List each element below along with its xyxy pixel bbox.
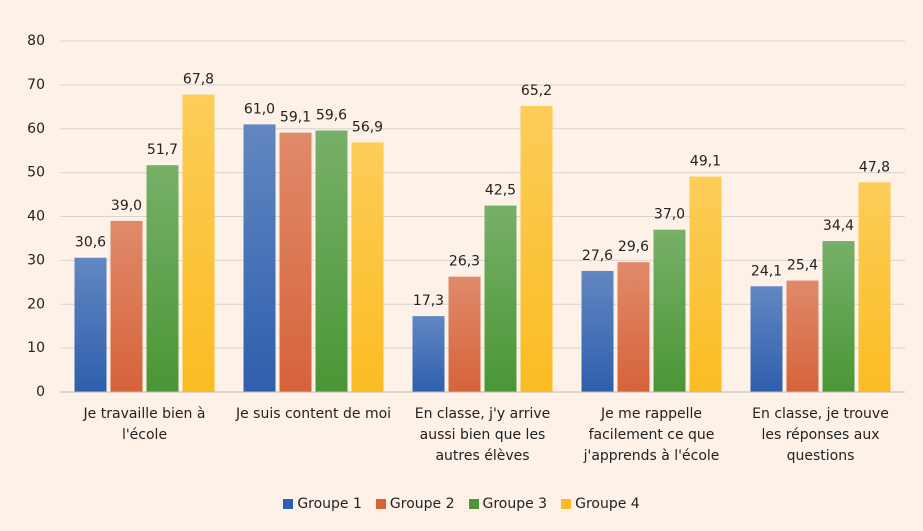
legend-item: Groupe 1 <box>283 496 362 512</box>
legend-label: Groupe 3 <box>482 496 548 512</box>
value-label: 61,0 <box>244 101 275 117</box>
bar <box>448 276 481 392</box>
bar <box>484 205 517 392</box>
value-label: 59,1 <box>280 110 311 126</box>
value-label: 59,6 <box>316 108 347 124</box>
bar <box>74 257 107 392</box>
value-label: 17,3 <box>413 293 444 309</box>
bar <box>822 241 855 392</box>
value-label: 65,2 <box>521 83 552 99</box>
y-tick-label: 10 <box>27 340 45 356</box>
legend: Groupe 1 Groupe 2 Groupe 3 Groupe 4 <box>0 496 923 512</box>
legend-label: Groupe 2 <box>389 496 455 512</box>
bar <box>182 94 215 392</box>
value-label: 42,5 <box>485 183 516 199</box>
value-label: 27,6 <box>582 248 613 264</box>
value-label: 67,8 <box>183 72 214 88</box>
value-label: 26,3 <box>449 254 480 270</box>
value-label: 24,1 <box>751 263 782 279</box>
bar <box>110 220 143 392</box>
value-label: 25,4 <box>787 258 818 274</box>
bar <box>858 182 891 392</box>
y-tick-label: 20 <box>27 296 45 312</box>
bar <box>279 132 312 393</box>
y-tick-label: 50 <box>27 165 45 181</box>
bar <box>351 142 384 392</box>
bar <box>146 165 179 392</box>
value-label: 47,8 <box>859 159 890 175</box>
bar <box>786 280 819 392</box>
bar <box>412 316 445 392</box>
legend-swatch <box>283 499 294 509</box>
value-label: 37,0 <box>654 207 685 223</box>
x-tick-label: En classe, je trouve les réponses aux qu… <box>752 406 889 464</box>
y-tick-label: 40 <box>27 209 45 225</box>
bar <box>315 130 348 392</box>
legend-swatch <box>468 499 479 509</box>
bar <box>653 229 686 392</box>
bar <box>617 262 650 392</box>
y-tick-label: 60 <box>27 121 45 137</box>
legend-item: Groupe 2 <box>375 496 455 512</box>
x-tick-label: Je me rappelle facilement ce que j'appre… <box>583 406 720 464</box>
x-tick-label: Je suis content de moi <box>235 406 392 422</box>
value-label: 51,7 <box>147 142 178 158</box>
legend-swatch <box>375 499 386 509</box>
x-tick-label: Je travaille bien à l'école <box>83 406 206 443</box>
bar <box>520 105 553 392</box>
legend-label: Groupe 4 <box>575 496 640 512</box>
bar <box>581 270 614 392</box>
y-tick-label: 0 <box>36 384 45 400</box>
value-label: 34,4 <box>823 218 854 234</box>
value-label: 49,1 <box>690 154 721 170</box>
value-label: 29,6 <box>618 239 649 255</box>
y-tick-label: 70 <box>27 77 45 93</box>
value-label: 30,6 <box>75 235 106 251</box>
bar <box>689 176 722 392</box>
x-tick-label: En classe, j'y arrive aussi bien que les… <box>414 406 551 464</box>
y-tick-label: 30 <box>27 252 45 268</box>
legend-swatch <box>561 499 572 509</box>
legend-item: Groupe 4 <box>561 496 640 512</box>
legend-item: Groupe 3 <box>468 496 548 512</box>
legend-label: Groupe 1 <box>297 496 362 512</box>
value-label: 39,0 <box>111 198 142 214</box>
bar <box>750 286 783 392</box>
y-tick-label: 80 <box>27 33 45 49</box>
value-label: 56,9 <box>352 119 383 135</box>
bar <box>243 124 276 393</box>
